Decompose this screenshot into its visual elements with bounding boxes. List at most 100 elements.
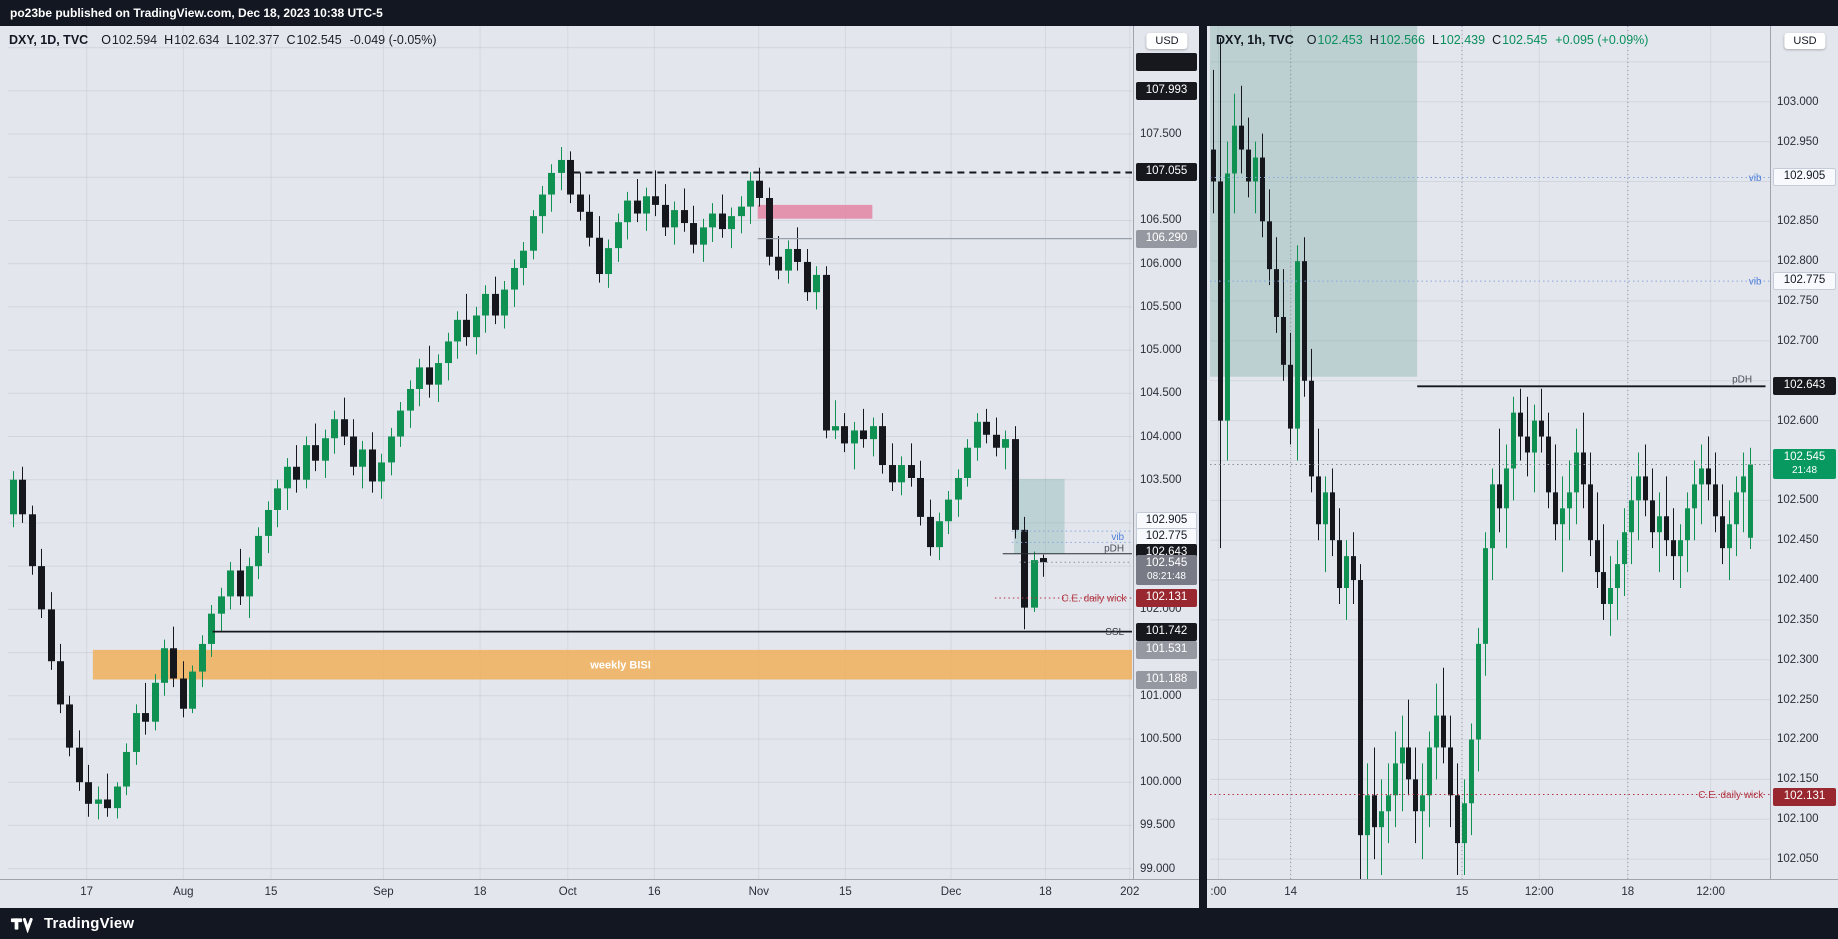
price-tick: 103.000 <box>1777 95 1819 108</box>
candle-up <box>397 410 404 437</box>
ce-daily-wick-label: C.E. daily wick <box>1698 790 1764 801</box>
candle-down <box>170 648 177 679</box>
legend-key: C <box>286 33 296 47</box>
tradingview-logo-icon[interactable] <box>10 915 36 933</box>
legend-key: L <box>226 33 234 47</box>
price-label-101.188: 101.188 <box>1136 670 1197 689</box>
hourly-ohlc-values: O102.453 H102.566 L102.439 C102.545 +0.095 (… <box>1300 33 1649 47</box>
candle-down <box>1588 484 1593 541</box>
pink-supply-zone[interactable] <box>757 204 873 219</box>
candle-up <box>530 216 537 251</box>
price-tick: 102.050 <box>1777 853 1819 866</box>
hourly-chart-plot[interactable]: vib vib pDH C.E. daily wick <box>1210 26 1770 879</box>
candle-up <box>747 180 754 207</box>
candle-up <box>1636 476 1641 501</box>
candle-down <box>1309 380 1314 477</box>
candle-down <box>463 319 470 338</box>
legend-value: 102.634 <box>174 33 220 47</box>
price-tick: 102.300 <box>1777 653 1819 666</box>
candle-down <box>662 204 669 228</box>
tradingview-brand-text[interactable]: TradingView <box>44 915 135 932</box>
price-tick: 99.500 <box>1140 819 1176 832</box>
candle-up <box>832 426 839 431</box>
candle-down <box>1595 540 1600 573</box>
teal-supply-zone[interactable] <box>1210 26 1418 377</box>
candle-up <box>1748 464 1753 538</box>
weekly-bisi-zone[interactable] <box>92 649 1132 680</box>
price-tick: 100.500 <box>1140 732 1182 745</box>
time-label: 18 <box>1621 886 1635 898</box>
candle-up <box>359 449 366 467</box>
candle-down <box>1351 556 1356 581</box>
candle-up <box>1727 524 1732 549</box>
legend-value: 102.439 <box>1439 33 1486 47</box>
candle-up <box>454 319 461 342</box>
candle-up <box>303 445 310 480</box>
candle-down <box>804 261 811 293</box>
candle-up <box>1490 484 1495 549</box>
candle-up <box>738 206 745 217</box>
candle-down <box>38 566 45 610</box>
price-tick: 102.750 <box>1777 295 1819 308</box>
candle-up <box>1434 715 1439 748</box>
price-label-102.775: 102.775 <box>1136 528 1197 547</box>
candle-down <box>1525 436 1530 453</box>
candle-up <box>284 466 291 489</box>
candle-up <box>189 671 196 709</box>
candle-down <box>48 609 55 662</box>
candle-up <box>898 465 905 483</box>
candle-up <box>199 643 206 672</box>
candle-down <box>1021 529 1028 608</box>
candle-down <box>1040 558 1047 563</box>
time-label: 12:00 <box>1696 886 1726 898</box>
candle-down <box>719 213 726 230</box>
candle-up <box>1386 795 1391 812</box>
time-label: Dec <box>940 886 962 898</box>
candle-up <box>1400 747 1405 764</box>
candle-up <box>482 293 489 316</box>
legend-key: H <box>164 33 174 47</box>
legend-key: O <box>1306 33 1317 47</box>
candle-down <box>1601 572 1606 604</box>
candle-up <box>1511 412 1516 469</box>
daily-currency-button[interactable]: USD <box>1146 33 1188 49</box>
ce-daily-wick-label: C.E. daily wick <box>1061 594 1127 605</box>
hourly-price-axis[interactable]: USD 103.000 102.950 102.850 102.800 102.750 1… <box>1770 26 1838 879</box>
legend-value: 102.453 <box>1317 33 1363 47</box>
candle-down <box>775 256 782 271</box>
daily-price-axis[interactable]: USD 107.500 106.500 106.000 105.500 105.000 1… <box>1133 26 1200 879</box>
candle-up <box>955 477 962 500</box>
candle-down <box>1518 412 1523 437</box>
candle-down <box>1246 149 1251 182</box>
candle-up <box>1483 548 1488 644</box>
time-label: Nov <box>748 886 770 898</box>
candle-down <box>1720 516 1725 549</box>
candle-up <box>1393 763 1398 796</box>
price-tick: 106.500 <box>1140 214 1182 227</box>
candle-down <box>1316 476 1321 525</box>
candle-up <box>548 172 555 195</box>
candle-down <box>1012 439 1019 530</box>
daily-chart-plot[interactable]: weekly BISI vib pDH C.E. daily wick SSL <box>8 26 1132 879</box>
candle-down <box>341 419 348 437</box>
candle-up <box>813 274 820 293</box>
candle-down <box>1455 795 1460 844</box>
daily-time-axis[interactable]: 17 Aug 15 Sep 18 Oct 16 Nov 15 Dec 18 202 <box>0 879 1199 908</box>
candle-down <box>1706 468 1711 485</box>
price-tick: 100.000 <box>1140 776 1182 789</box>
candle-down <box>983 421 990 435</box>
price-tick: 102.850 <box>1777 215 1819 228</box>
candle-down <box>596 237 603 275</box>
time-label: Sep <box>373 886 394 898</box>
candle-up <box>416 367 423 389</box>
candle-up <box>123 751 130 787</box>
hourly-currency-button[interactable]: USD <box>1784 33 1826 49</box>
hourly-time-axis[interactable]: :00 14 15 12:00 18 12:00 <box>1207 879 1838 908</box>
candle-up <box>1031 560 1038 608</box>
price-tick: 102.150 <box>1777 773 1819 786</box>
price-tick: 102.350 <box>1777 613 1819 626</box>
candle-down <box>1643 476 1648 501</box>
candle-down <box>1358 580 1363 836</box>
candle-up <box>435 363 442 385</box>
